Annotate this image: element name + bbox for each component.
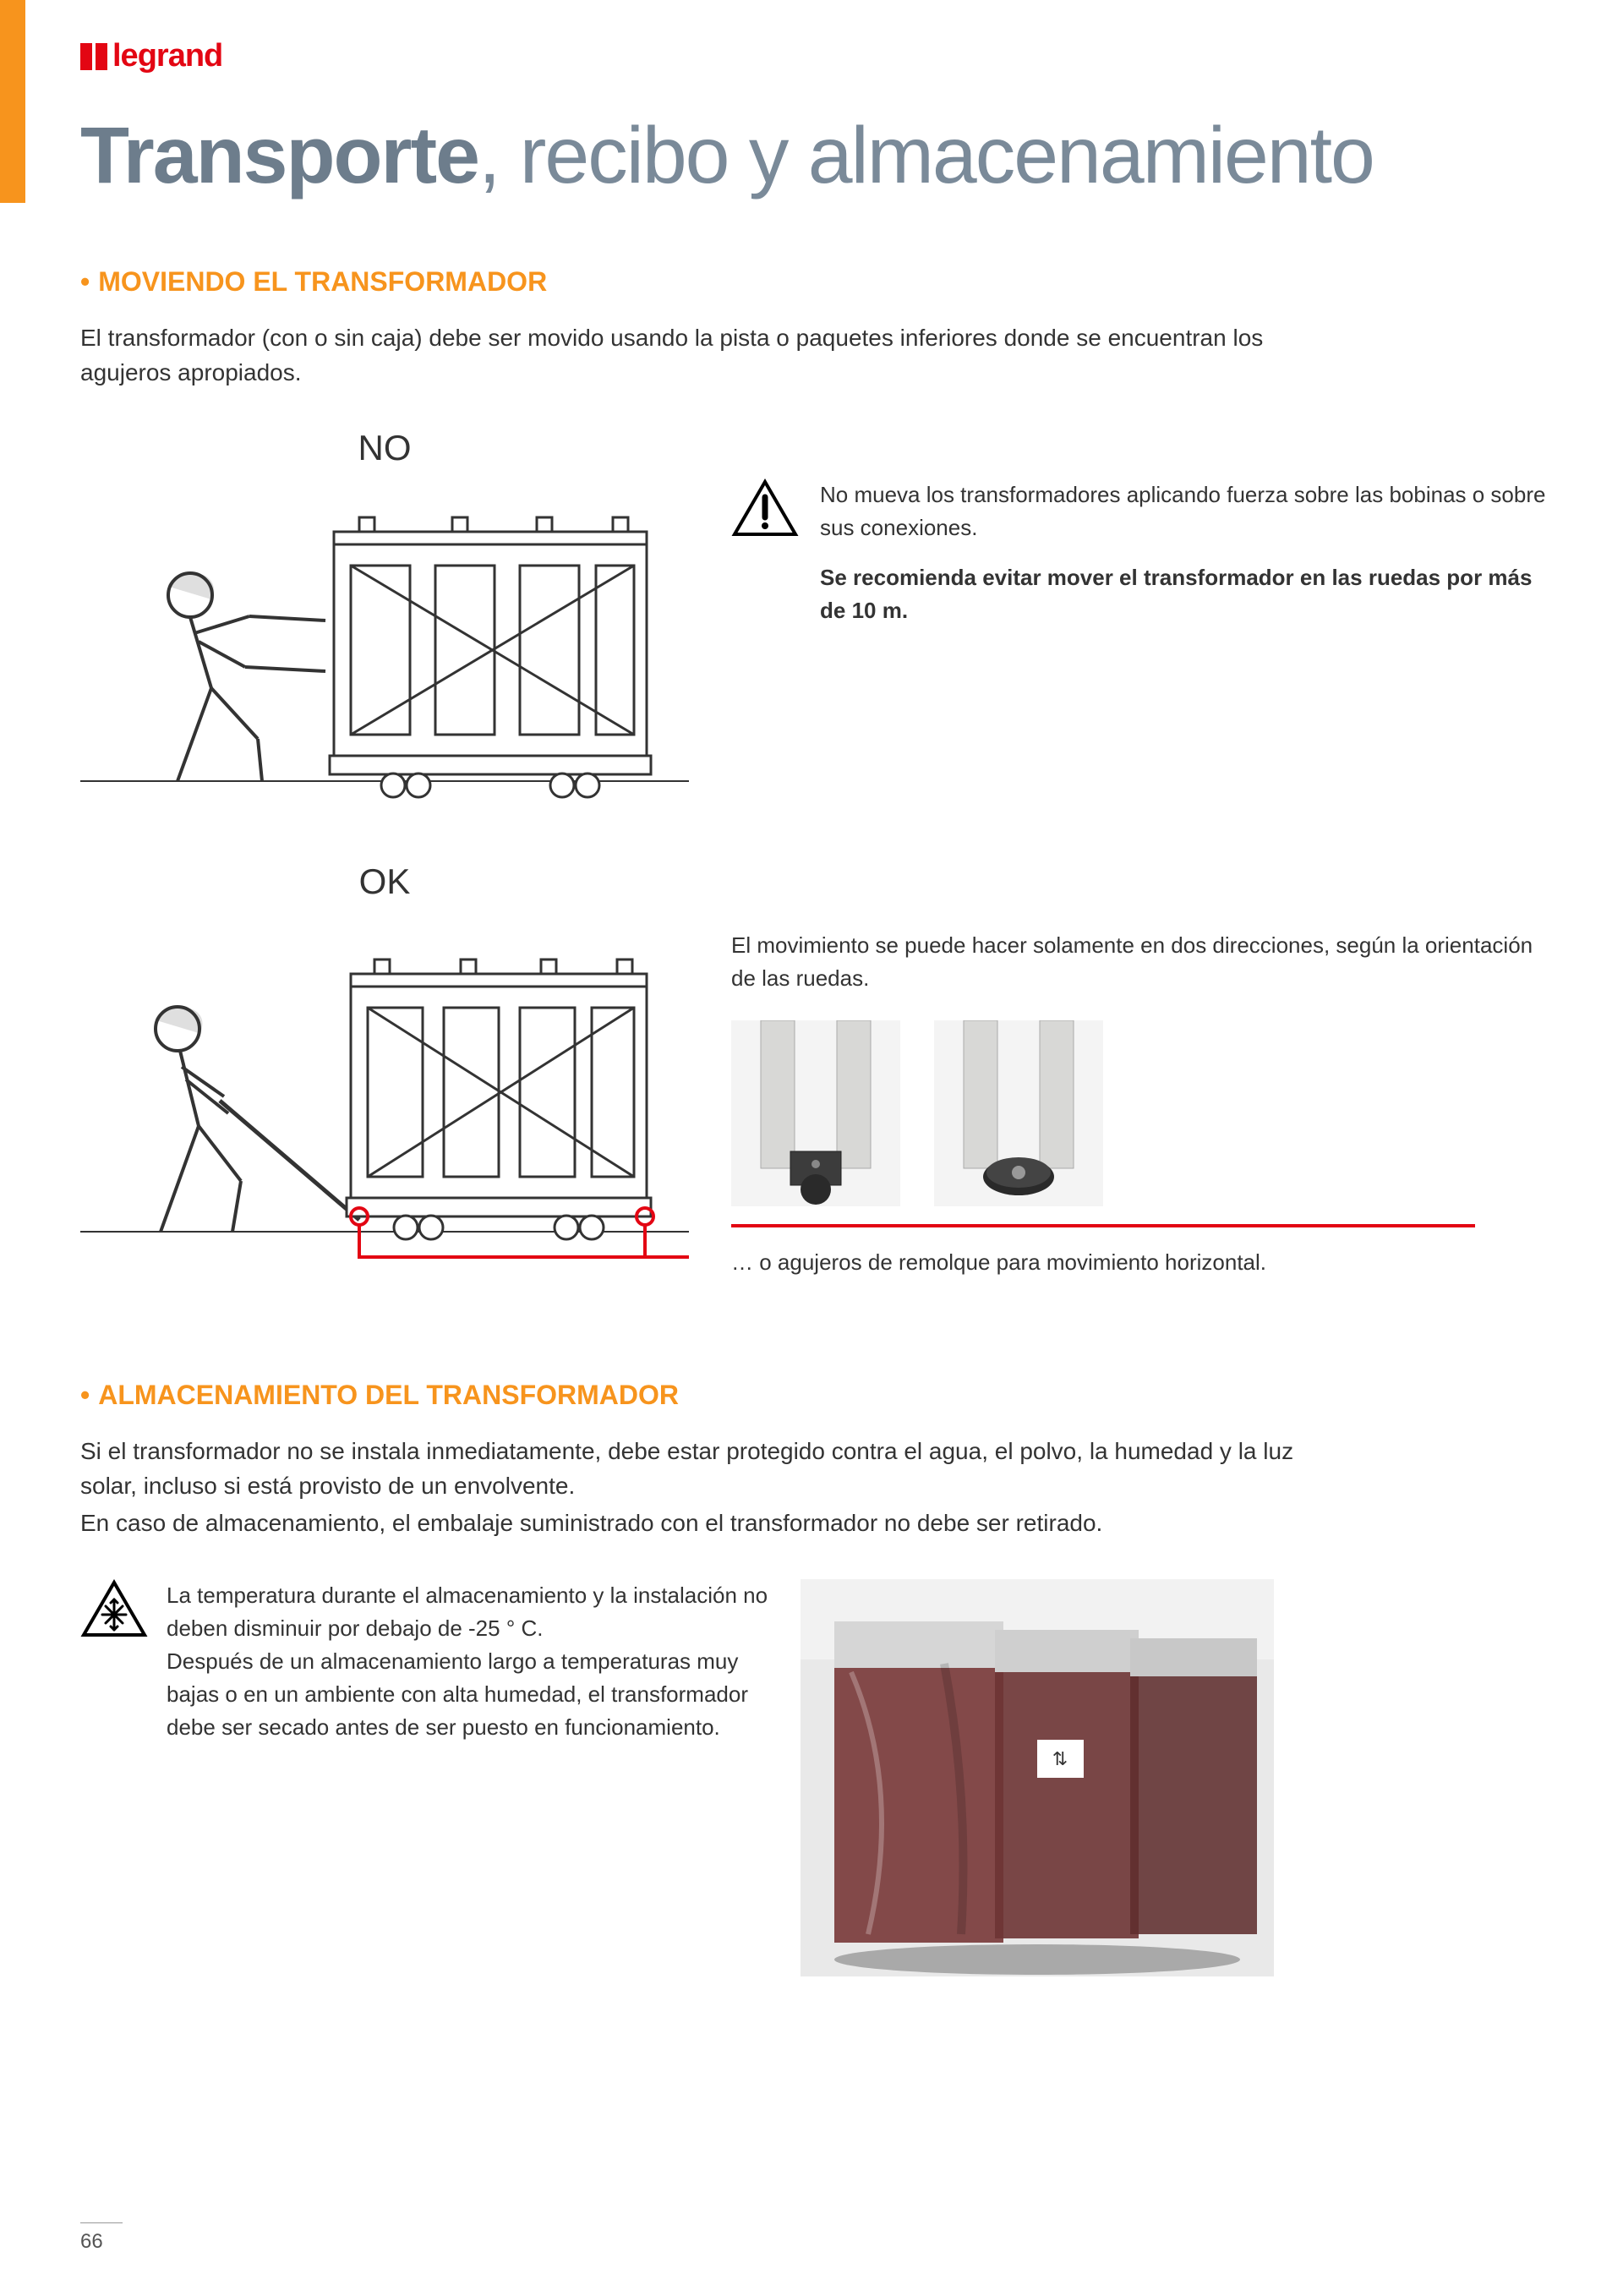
diagram-row-no: NO xyxy=(80,428,1551,811)
svg-text:⇅: ⇅ xyxy=(1052,1748,1068,1769)
no-warning-text: No mueva los transformadores aplicando f… xyxy=(820,478,1551,644)
cold-storage-text: La temperatura durante el almacenamiento… xyxy=(167,1579,775,1744)
diagram-row-ok: OK xyxy=(80,861,1551,1278)
section1-intro: El transformador (con o sin caja) debe s… xyxy=(80,321,1348,390)
storage-intro1: Si el transformador no se instala inmedi… xyxy=(80,1435,1348,1503)
section-heading-storage: ALMACENAMIENTO DEL TRANSFORMADOR xyxy=(80,1380,1551,1411)
section-storage: ALMACENAMIENTO DEL TRANSFORMADOR Si el t… xyxy=(80,1380,1551,1976)
illustration-no xyxy=(80,485,689,806)
storage-photo: ⇅ xyxy=(801,1579,1274,1976)
illustration-ok xyxy=(80,919,689,1274)
label-no: NO xyxy=(80,428,689,468)
brand-logo: legrand xyxy=(80,38,222,74)
accent-sidebar xyxy=(0,0,25,203)
storage-intro2: En caso de almacenamiento, el embalaje s… xyxy=(80,1506,1348,1541)
logo-icon xyxy=(80,43,107,70)
snowflake-warning-icon xyxy=(80,1579,148,1638)
page-number: 66 xyxy=(80,2222,123,2254)
ok-text: El movimiento se puede hacer solamente e… xyxy=(731,929,1551,995)
ok-caption: … o agujeros de remolque para movimiento… xyxy=(731,1249,1551,1276)
red-underline xyxy=(731,1223,1475,1228)
warning-icon xyxy=(731,478,799,538)
page-title: Transporte, recibo y almacenamiento xyxy=(80,110,1374,202)
ok-side: El movimiento se puede hacer solamente e… xyxy=(731,861,1551,1276)
title-rest: , recibo y almacenamiento xyxy=(478,111,1374,200)
brand-name: legrand xyxy=(112,38,222,74)
label-ok: OK xyxy=(80,861,689,902)
wheel-detail-a xyxy=(731,1020,900,1206)
wheel-detail-b xyxy=(934,1020,1103,1206)
section-heading-moving: MOVIENDO EL TRANSFORMADOR xyxy=(80,266,1551,298)
title-bold: Transporte xyxy=(80,111,478,200)
